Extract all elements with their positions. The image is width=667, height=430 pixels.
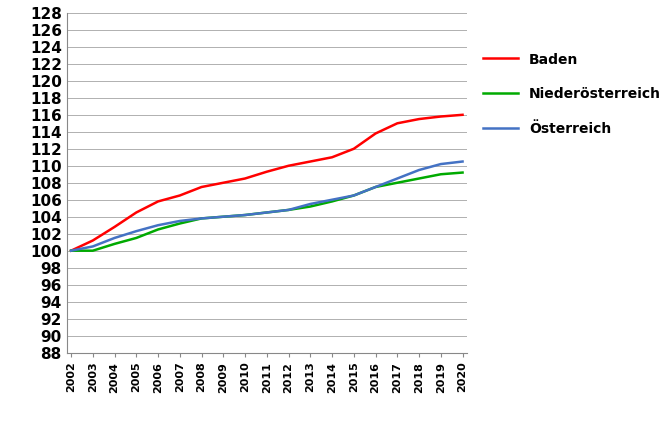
Österreich — [350, 193, 358, 198]
Österreich — [197, 216, 205, 221]
Österreich — [154, 223, 162, 228]
Baden — [285, 163, 293, 169]
Legend: Baden, Niederösterreich, Österreich: Baden, Niederösterreich, Österreich — [478, 47, 667, 142]
Österreich — [285, 207, 293, 212]
Niederösterreich — [394, 180, 402, 185]
Niederösterreich — [328, 199, 336, 204]
Österreich — [89, 244, 97, 249]
Niederösterreich — [219, 214, 227, 219]
Baden — [350, 146, 358, 151]
Line: Österreich: Österreich — [71, 162, 462, 251]
Baden — [372, 131, 380, 136]
Baden — [197, 184, 205, 190]
Baden — [67, 248, 75, 253]
Niederösterreich — [437, 172, 445, 177]
Baden — [219, 180, 227, 185]
Niederösterreich — [241, 212, 249, 218]
Österreich — [241, 212, 249, 218]
Niederösterreich — [285, 207, 293, 212]
Niederösterreich — [89, 248, 97, 253]
Baden — [437, 114, 445, 119]
Baden — [328, 155, 336, 160]
Baden — [111, 224, 119, 230]
Österreich — [176, 218, 184, 224]
Österreich — [415, 167, 423, 172]
Niederösterreich — [306, 204, 314, 209]
Österreich — [372, 184, 380, 190]
Österreich — [394, 176, 402, 181]
Niederösterreich — [197, 216, 205, 221]
Österreich — [219, 214, 227, 219]
Niederösterreich — [132, 235, 140, 240]
Line: Niederösterreich: Niederösterreich — [71, 172, 462, 251]
Baden — [263, 169, 271, 174]
Niederösterreich — [350, 193, 358, 198]
Baden — [89, 238, 97, 243]
Niederösterreich — [415, 176, 423, 181]
Niederösterreich — [111, 241, 119, 246]
Baden — [394, 121, 402, 126]
Baden — [306, 159, 314, 164]
Baden — [415, 117, 423, 122]
Niederösterreich — [372, 184, 380, 190]
Österreich — [328, 197, 336, 203]
Österreich — [263, 210, 271, 215]
Baden — [154, 199, 162, 204]
Baden — [176, 193, 184, 198]
Baden — [241, 176, 249, 181]
Line: Baden: Baden — [71, 115, 462, 251]
Österreich — [458, 159, 466, 164]
Niederösterreich — [176, 221, 184, 226]
Österreich — [111, 235, 119, 240]
Niederösterreich — [154, 227, 162, 232]
Niederösterreich — [458, 170, 466, 175]
Österreich — [306, 201, 314, 206]
Österreich — [437, 162, 445, 167]
Österreich — [67, 248, 75, 253]
Baden — [458, 112, 466, 117]
Niederösterreich — [67, 248, 75, 253]
Baden — [132, 210, 140, 215]
Niederösterreich — [263, 210, 271, 215]
Österreich — [132, 229, 140, 234]
